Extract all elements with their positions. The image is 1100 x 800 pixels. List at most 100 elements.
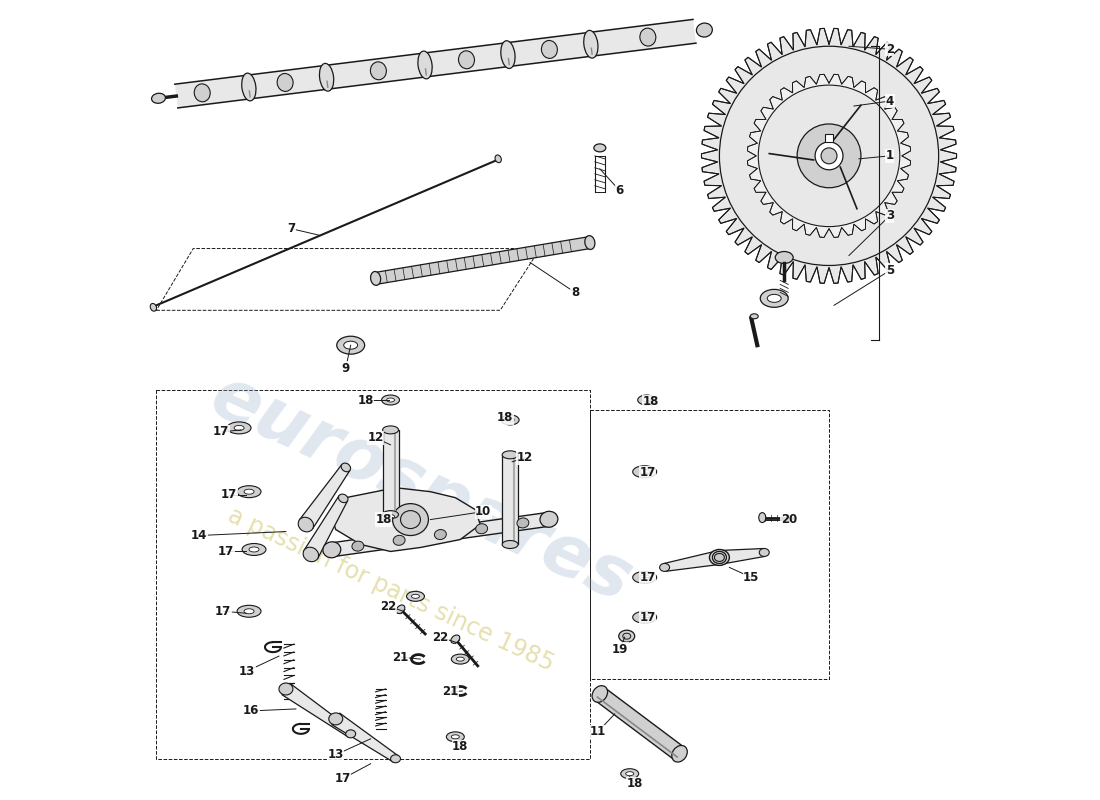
Text: 17: 17 bbox=[218, 545, 234, 558]
Ellipse shape bbox=[502, 415, 519, 425]
Ellipse shape bbox=[517, 518, 529, 528]
Ellipse shape bbox=[341, 463, 351, 472]
Ellipse shape bbox=[382, 395, 399, 405]
Ellipse shape bbox=[400, 510, 420, 529]
Ellipse shape bbox=[393, 535, 405, 546]
Ellipse shape bbox=[592, 686, 607, 702]
Ellipse shape bbox=[594, 144, 606, 152]
Ellipse shape bbox=[495, 155, 502, 162]
Text: 17: 17 bbox=[639, 610, 656, 624]
Text: 21: 21 bbox=[442, 686, 459, 698]
Ellipse shape bbox=[393, 504, 428, 535]
Polygon shape bbox=[375, 237, 591, 284]
Text: 22: 22 bbox=[432, 630, 449, 644]
Text: 6: 6 bbox=[616, 184, 624, 198]
Ellipse shape bbox=[640, 28, 656, 46]
Ellipse shape bbox=[323, 542, 341, 558]
Ellipse shape bbox=[249, 547, 258, 552]
Text: 5: 5 bbox=[886, 264, 894, 277]
Ellipse shape bbox=[390, 754, 400, 762]
Ellipse shape bbox=[585, 236, 595, 250]
Text: 18: 18 bbox=[375, 513, 392, 526]
Circle shape bbox=[821, 148, 837, 164]
Text: 8: 8 bbox=[571, 286, 579, 299]
Ellipse shape bbox=[713, 551, 726, 563]
Polygon shape bbox=[332, 713, 398, 762]
Ellipse shape bbox=[632, 571, 657, 583]
Text: 12: 12 bbox=[367, 431, 384, 444]
Polygon shape bbox=[718, 549, 764, 564]
Ellipse shape bbox=[277, 74, 293, 91]
Ellipse shape bbox=[623, 633, 630, 639]
Ellipse shape bbox=[234, 426, 244, 430]
Circle shape bbox=[719, 46, 938, 266]
Text: 1: 1 bbox=[886, 150, 894, 162]
Ellipse shape bbox=[383, 510, 398, 518]
Ellipse shape bbox=[456, 657, 464, 661]
Text: 16: 16 bbox=[243, 705, 260, 718]
Polygon shape bbox=[383, 430, 398, 514]
Polygon shape bbox=[702, 28, 957, 283]
Text: 17: 17 bbox=[214, 605, 231, 618]
Text: 13: 13 bbox=[328, 748, 344, 762]
Ellipse shape bbox=[710, 550, 729, 566]
Ellipse shape bbox=[640, 614, 650, 620]
Ellipse shape bbox=[506, 418, 514, 422]
Text: 9: 9 bbox=[342, 362, 350, 374]
Text: 11: 11 bbox=[590, 726, 606, 738]
Text: 17: 17 bbox=[213, 426, 229, 438]
Ellipse shape bbox=[371, 271, 381, 286]
Ellipse shape bbox=[475, 524, 487, 534]
Ellipse shape bbox=[382, 512, 399, 522]
Text: 14: 14 bbox=[191, 529, 208, 542]
Ellipse shape bbox=[434, 530, 447, 539]
Ellipse shape bbox=[759, 513, 766, 522]
Ellipse shape bbox=[195, 84, 210, 102]
Ellipse shape bbox=[451, 654, 470, 664]
Ellipse shape bbox=[451, 735, 460, 739]
Text: 2: 2 bbox=[886, 42, 894, 56]
Text: eurospares: eurospares bbox=[199, 362, 642, 618]
Ellipse shape bbox=[759, 549, 769, 557]
Ellipse shape bbox=[279, 683, 293, 695]
Polygon shape bbox=[595, 687, 684, 760]
Ellipse shape bbox=[151, 303, 156, 311]
Ellipse shape bbox=[447, 732, 464, 742]
Text: 18: 18 bbox=[452, 740, 469, 754]
Ellipse shape bbox=[304, 547, 319, 562]
Ellipse shape bbox=[238, 606, 261, 618]
Polygon shape bbox=[748, 74, 911, 238]
Polygon shape bbox=[825, 134, 833, 142]
Ellipse shape bbox=[386, 398, 395, 402]
Ellipse shape bbox=[383, 426, 398, 434]
Ellipse shape bbox=[640, 470, 650, 474]
Text: 22: 22 bbox=[381, 600, 397, 613]
Circle shape bbox=[758, 85, 900, 226]
Ellipse shape bbox=[638, 395, 656, 405]
Polygon shape bbox=[282, 683, 353, 737]
Text: 3: 3 bbox=[886, 209, 894, 222]
Text: 19: 19 bbox=[612, 642, 628, 656]
Polygon shape bbox=[331, 488, 481, 551]
Ellipse shape bbox=[451, 635, 460, 643]
Text: 12: 12 bbox=[517, 451, 534, 464]
Ellipse shape bbox=[632, 611, 657, 623]
Ellipse shape bbox=[660, 563, 670, 571]
Circle shape bbox=[815, 142, 843, 170]
Polygon shape bbox=[664, 550, 720, 571]
Ellipse shape bbox=[459, 51, 474, 69]
Ellipse shape bbox=[152, 94, 165, 103]
Text: 7: 7 bbox=[287, 222, 295, 235]
Ellipse shape bbox=[540, 511, 558, 527]
Ellipse shape bbox=[244, 609, 254, 614]
Ellipse shape bbox=[750, 314, 758, 318]
Text: 10: 10 bbox=[475, 505, 492, 518]
Ellipse shape bbox=[386, 514, 395, 518]
Text: 18: 18 bbox=[358, 394, 374, 406]
Ellipse shape bbox=[343, 342, 358, 349]
Ellipse shape bbox=[619, 630, 635, 642]
Ellipse shape bbox=[238, 486, 261, 498]
Ellipse shape bbox=[352, 541, 364, 551]
Ellipse shape bbox=[242, 73, 256, 101]
Text: 21: 21 bbox=[393, 650, 408, 664]
